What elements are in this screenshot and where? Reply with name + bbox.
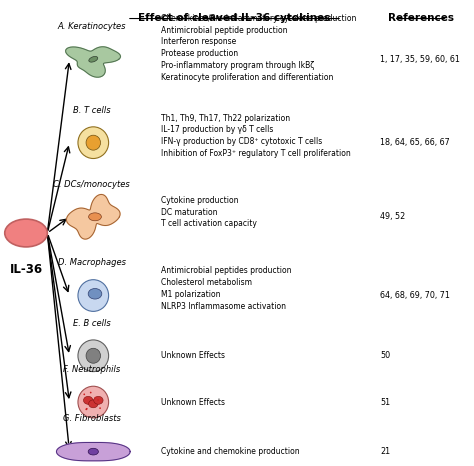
Text: F. Neutrophils: F. Neutrophils	[63, 365, 120, 374]
Text: 51: 51	[380, 397, 390, 406]
Text: Cytokine production
DC maturation
T cell activation capacity: Cytokine production DC maturation T cell…	[161, 196, 256, 228]
Text: 1, 17, 35, 59, 60, 61: 1, 17, 35, 59, 60, 61	[380, 55, 460, 64]
Ellipse shape	[90, 392, 91, 393]
Text: 18, 64, 65, 66, 67: 18, 64, 65, 66, 67	[380, 138, 450, 147]
Text: Effect of cleaved IL-36 cytokines: Effect of cleaved IL-36 cytokines	[138, 13, 331, 23]
Text: Antimicrobial peptides production
Cholesterol metabolism
M1 polarization
NLRP3 I: Antimicrobial peptides production Choles…	[161, 267, 291, 311]
Ellipse shape	[94, 397, 96, 398]
Ellipse shape	[78, 340, 109, 371]
Text: IL-36: IL-36	[9, 263, 43, 276]
Text: 49, 52: 49, 52	[380, 212, 405, 221]
Text: Th1, Th9, Th17, Th22 polarization
IL-17 production by γδ T cells
IFN-γ productio: Th1, Th9, Th17, Th22 polarization IL-17 …	[161, 114, 350, 158]
Text: 50: 50	[380, 351, 390, 360]
Text: D. Macrophages: D. Macrophages	[57, 258, 126, 267]
Ellipse shape	[83, 393, 85, 395]
Text: 64, 68, 69, 70, 71: 64, 68, 69, 70, 71	[380, 291, 450, 300]
Ellipse shape	[88, 448, 99, 455]
Ellipse shape	[88, 288, 102, 299]
Text: A. Keratinocytes: A. Keratinocytes	[57, 22, 126, 31]
Ellipse shape	[99, 407, 101, 409]
Ellipse shape	[97, 399, 99, 401]
Text: Unknown Effects: Unknown Effects	[161, 397, 225, 406]
Polygon shape	[56, 443, 130, 461]
Text: 21: 21	[380, 447, 390, 456]
Ellipse shape	[94, 397, 103, 404]
Text: C. DCs/monocytes: C. DCs/monocytes	[53, 179, 130, 189]
Ellipse shape	[5, 219, 47, 247]
Ellipse shape	[86, 348, 100, 363]
Ellipse shape	[78, 280, 109, 311]
Ellipse shape	[86, 135, 100, 150]
Text: G. Fibroblasts: G. Fibroblasts	[63, 414, 120, 424]
Text: Chemokines/Pro-inflammatory cytokine production
Antimicrobial peptide production: Chemokines/Pro-inflammatory cytokine pro…	[161, 14, 356, 82]
Ellipse shape	[89, 213, 101, 221]
Ellipse shape	[89, 400, 98, 408]
Ellipse shape	[89, 56, 98, 62]
Polygon shape	[65, 47, 120, 77]
Text: Cytokine and chemokine production: Cytokine and chemokine production	[161, 447, 299, 456]
Ellipse shape	[83, 397, 93, 404]
Ellipse shape	[78, 386, 109, 418]
Ellipse shape	[78, 127, 109, 158]
Text: B. T cells: B. T cells	[73, 105, 110, 115]
Ellipse shape	[85, 409, 87, 410]
Polygon shape	[66, 194, 120, 239]
Text: References: References	[388, 13, 454, 23]
Text: Unknown Effects: Unknown Effects	[161, 351, 225, 360]
Text: E. B cells: E. B cells	[73, 319, 110, 328]
Ellipse shape	[86, 408, 88, 410]
